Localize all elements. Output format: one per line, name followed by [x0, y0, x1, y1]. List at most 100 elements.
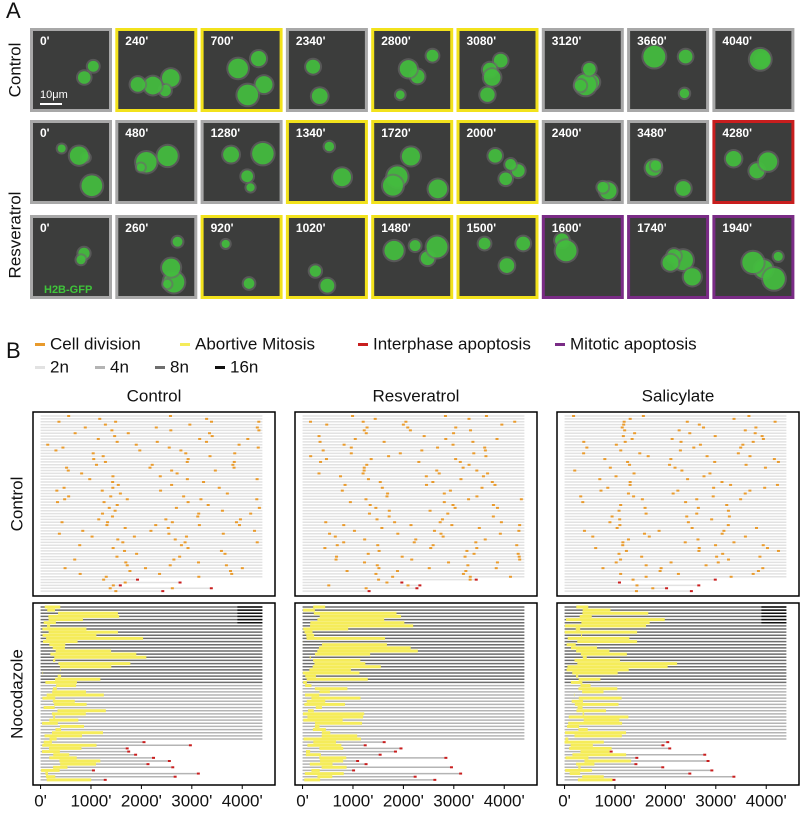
division: [408, 429, 412, 432]
apoptosis: [393, 750, 397, 753]
division: [325, 423, 329, 426]
division: [103, 423, 107, 426]
division: [234, 521, 238, 524]
division: [97, 518, 101, 521]
division: [114, 420, 118, 423]
column-title: Resveratrol: [373, 386, 460, 405]
division: [324, 458, 328, 461]
division: [207, 432, 211, 435]
division: [758, 555, 762, 558]
division: [715, 555, 719, 558]
division: [233, 452, 237, 455]
division: [144, 567, 148, 570]
division: [168, 564, 172, 567]
division: [441, 535, 445, 538]
division: [118, 492, 122, 495]
division: [640, 498, 644, 501]
division: [335, 555, 339, 558]
division: [148, 466, 152, 469]
column-title: Control: [127, 386, 182, 405]
division: [748, 455, 752, 458]
nucleus: [255, 76, 273, 94]
division: [454, 426, 458, 429]
division: [483, 538, 487, 541]
division: [110, 429, 114, 432]
division: [598, 478, 602, 481]
division: [186, 547, 190, 550]
time-label: 0': [40, 126, 50, 140]
division: [623, 429, 627, 432]
division: [761, 567, 765, 570]
division: [123, 581, 127, 584]
division: [121, 541, 125, 544]
division: [431, 481, 435, 484]
division: [179, 449, 183, 452]
row-label: Nocodazole: [7, 649, 26, 739]
division: [362, 561, 366, 564]
division: [343, 483, 347, 486]
division: [432, 529, 436, 532]
division: [751, 572, 755, 575]
division: [670, 437, 674, 440]
division: [619, 504, 623, 506]
apoptosis: [127, 750, 131, 753]
division: [439, 532, 443, 535]
nucleus: [426, 49, 439, 62]
division: [471, 440, 475, 443]
micrograph-tile: [627, 120, 710, 204]
nucleus: [221, 239, 230, 248]
division: [743, 535, 747, 538]
division: [255, 426, 259, 429]
nucleus: [675, 181, 691, 196]
division: [642, 532, 646, 535]
time-label: 4040': [722, 34, 752, 48]
nucleus: [483, 69, 501, 86]
division: [732, 417, 736, 420]
division: [166, 526, 170, 529]
division: [361, 472, 365, 475]
nucleus: [57, 144, 66, 153]
apoptosis: [617, 581, 621, 584]
division: [515, 544, 519, 547]
division: [720, 481, 724, 484]
division: [736, 452, 740, 455]
time-label: 480': [125, 126, 148, 140]
division: [382, 440, 386, 443]
division: [208, 455, 212, 458]
division: [695, 512, 699, 515]
division: [658, 570, 662, 573]
division: [113, 509, 117, 512]
division: [466, 564, 470, 567]
division: [101, 455, 105, 458]
division: [319, 460, 323, 463]
division: [253, 529, 257, 532]
division: [339, 475, 343, 478]
division: [721, 552, 725, 555]
division: [361, 420, 365, 423]
division: [619, 558, 623, 561]
division: [61, 446, 65, 449]
nucleus: [742, 251, 764, 274]
x-tick-label: 4000': [222, 791, 263, 810]
division: [55, 489, 59, 492]
division: [134, 443, 138, 446]
apoptosis: [474, 578, 478, 581]
division: [498, 532, 502, 535]
division: [387, 515, 391, 518]
division: [335, 544, 339, 547]
x-tick-label: 2000': [383, 791, 424, 810]
x-tick-label: 0': [296, 791, 309, 810]
plot-frame: [294, 602, 538, 786]
division: [257, 506, 261, 509]
division: [451, 504, 455, 506]
division: [123, 549, 127, 552]
division: [622, 420, 626, 423]
division: [461, 466, 465, 469]
apoptosis: [171, 766, 175, 769]
division: [619, 572, 623, 575]
division: [729, 575, 733, 578]
micrograph-tile: [30, 215, 112, 299]
division: [155, 440, 159, 443]
division: [698, 443, 702, 446]
division: [255, 541, 259, 544]
